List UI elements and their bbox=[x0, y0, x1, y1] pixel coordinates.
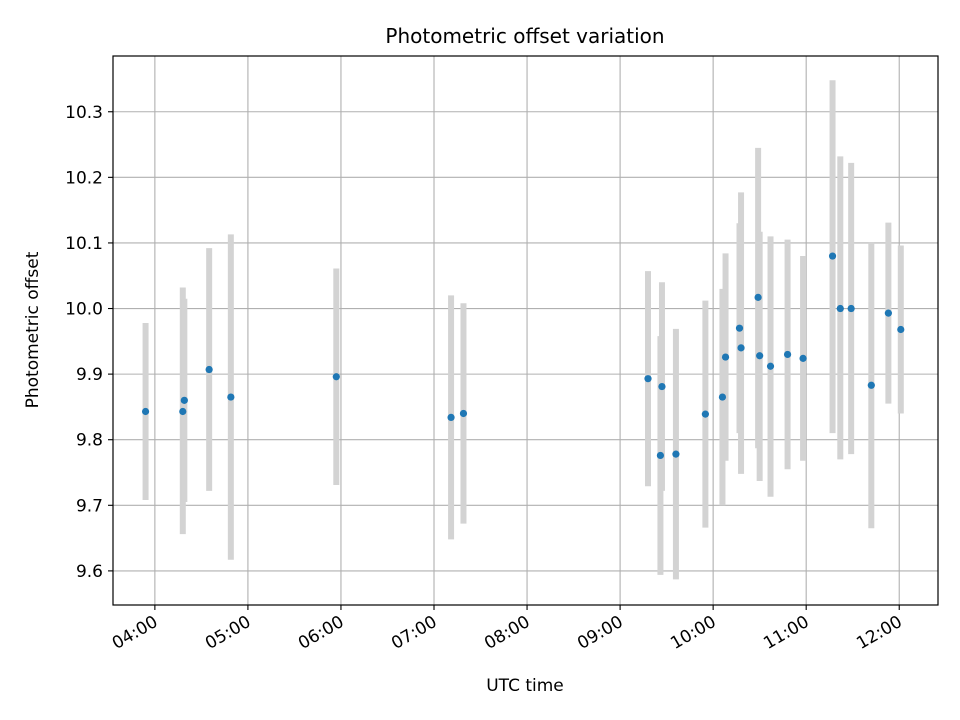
y-tick-label: 9.8 bbox=[76, 431, 103, 451]
plot-frame bbox=[112, 55, 939, 606]
data-point bbox=[867, 381, 875, 389]
data-point bbox=[766, 362, 775, 370]
data-point bbox=[205, 365, 213, 374]
data-point bbox=[656, 451, 665, 460]
data-point bbox=[180, 396, 188, 404]
y-tick-label: 10.2 bbox=[65, 168, 103, 188]
grid bbox=[113, 56, 938, 605]
data-point bbox=[718, 393, 727, 401]
data-point bbox=[756, 352, 764, 360]
data-point bbox=[332, 373, 340, 381]
y-tick-label: 10.1 bbox=[65, 234, 103, 254]
axis-ticks: 04:00 05:00 06:00 07:00 08:00 09:00 10:00 11:00… bbox=[65, 103, 906, 654]
data-point bbox=[644, 375, 652, 383]
data-point bbox=[447, 413, 455, 422]
data-point bbox=[836, 304, 844, 313]
y-tick-label: 9.6 bbox=[76, 562, 103, 582]
data-point bbox=[737, 344, 745, 352]
data-point bbox=[735, 324, 744, 332]
y-tick-label: 9.7 bbox=[76, 496, 103, 516]
data-point bbox=[227, 393, 235, 401]
data-point bbox=[658, 382, 666, 391]
data-point bbox=[799, 354, 807, 362]
data-markers bbox=[141, 252, 905, 460]
data-point bbox=[847, 304, 855, 313]
data-point bbox=[179, 407, 187, 416]
data-point bbox=[701, 410, 709, 418]
data-point bbox=[754, 293, 762, 301]
y-axis-title: Photometric offset bbox=[23, 251, 43, 408]
data-point bbox=[459, 409, 468, 418]
x-axis-title: UTC time bbox=[486, 676, 564, 696]
data-point bbox=[141, 407, 150, 416]
y-tick-label: 9.9 bbox=[76, 365, 103, 385]
y-tick-label: 10.3 bbox=[65, 103, 103, 123]
data-point bbox=[783, 350, 792, 359]
y-tick-label: 10.0 bbox=[65, 300, 103, 320]
data-point bbox=[884, 309, 892, 317]
chart-title: Photometric offset variation bbox=[385, 24, 664, 48]
data-point bbox=[672, 450, 680, 458]
data-point bbox=[897, 325, 905, 334]
data-point bbox=[828, 252, 837, 260]
data-point bbox=[721, 353, 730, 361]
